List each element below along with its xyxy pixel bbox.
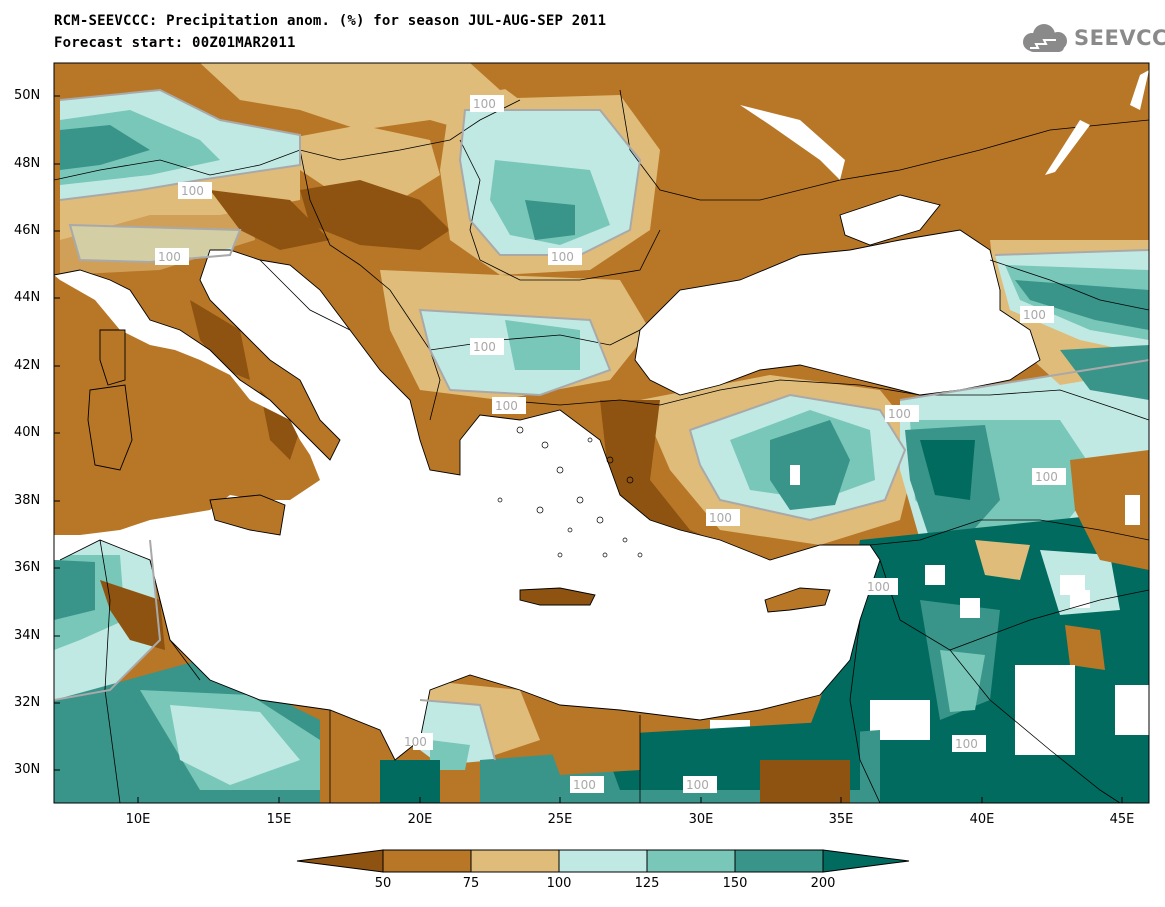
colorbar-swatch-50-75 [382, 849, 472, 873]
contour-label: 100 [1035, 470, 1058, 484]
sea-azov [840, 195, 940, 245]
anomaly-field-algeria-150 [54, 560, 95, 620]
lon-label: 10E [125, 812, 151, 827]
colorbar [296, 849, 910, 873]
seevccc-logo-text: SEEVCCC [1074, 26, 1165, 50]
lon-label: 25E [547, 812, 573, 827]
anomaly-field-sahara-100 [170, 705, 300, 785]
contour-label: 100 [867, 580, 890, 594]
missing-data-cells [54, 465, 1149, 803]
anomaly-field-romania-150 [525, 200, 575, 240]
lon-label: 15E [266, 812, 292, 827]
anomaly-field-levant-light [975, 540, 1030, 580]
contour-label: 100 [404, 735, 427, 749]
contour-label: 100 [181, 184, 204, 198]
colorbar-swatch-below-50 [296, 849, 384, 873]
island-corsica [100, 330, 125, 385]
colorbar-swatch-100-125 [558, 849, 648, 873]
country-borders [54, 89, 1149, 803]
anomaly-field-light-center [280, 125, 440, 200]
contour-label: 100 [709, 511, 732, 525]
anomaly-field-caucasus-150 [1015, 280, 1149, 330]
anomaly-field-bulgaria-125 [505, 320, 580, 370]
lat-label: 32N [14, 695, 41, 710]
anomaly-field-italy-dark-3 [210, 190, 330, 250]
axis-ticks [54, 95, 1123, 803]
lat-label: 46N [14, 223, 41, 238]
lat-label: 44N [14, 290, 41, 305]
colorbar-swatch-above-200 [822, 849, 910, 873]
anomaly-field-alps-150 [60, 125, 150, 170]
colorbar-label: 125 [634, 876, 660, 891]
colorbar-label: 100 [546, 876, 572, 891]
aegean-islands [497, 426, 643, 558]
lat-label: 40N [14, 425, 41, 440]
forecast-start: Forecast start: 00Z01MAR2011 [54, 35, 296, 51]
contour-label: 100 [573, 778, 596, 792]
anomaly-field-gulf-200 [380, 760, 440, 803]
anomaly-field-caspian-150 [1060, 345, 1149, 400]
contour-label: 100 [495, 399, 518, 413]
anomaly-field-anatolia-150 [770, 420, 850, 510]
colorbar-label: 150 [722, 876, 748, 891]
colorbar-label: 200 [810, 876, 836, 891]
lon-label: 45E [1109, 812, 1135, 827]
lon-label: 40E [969, 812, 995, 827]
colorbar-swatch-125-150 [646, 849, 736, 873]
contour-label: 100 [551, 250, 574, 264]
lat-label: 34N [14, 628, 41, 643]
anomaly-field-italy-dark [190, 300, 250, 380]
island-crete [520, 588, 595, 605]
lat-label: 42N [14, 358, 41, 373]
contour-label: 100 [473, 340, 496, 354]
lon-label: 30E [688, 812, 714, 827]
lat-label: 48N [14, 156, 41, 171]
anomaly-field-cyrenaica-dark [540, 715, 640, 775]
island-cyprus [765, 588, 830, 612]
cloud-icon [1023, 24, 1067, 52]
contour-labels: 100 100 100 100 100 100 100 100 100 100 … [155, 95, 1066, 793]
colorbar-swatch-150-200 [734, 849, 824, 873]
contour-label: 100 [158, 250, 181, 264]
contour-label: 100 [686, 778, 709, 792]
contour-label: 100 [473, 97, 496, 111]
anomaly-field-egypt-dark [760, 760, 850, 803]
island-sicily [210, 495, 285, 535]
contour-label: 100 [1023, 308, 1046, 322]
colorbar-swatch-75-100 [470, 849, 560, 873]
sea-mediterranean [54, 250, 880, 760]
anomaly-field-light-north [200, 63, 520, 140]
anomaly-field-dark-hungary [300, 180, 450, 250]
anomaly-field-dark-north [470, 63, 640, 90]
island-sardinia [88, 385, 132, 470]
contour-label: 100 [888, 407, 911, 421]
lon-label: 35E [828, 812, 854, 827]
anomaly-field-levant-125 [940, 650, 985, 712]
coastlines [54, 194, 1041, 761]
lat-label: 36N [14, 560, 41, 575]
anomaly-field-east-200 [920, 440, 975, 500]
sea-black-sea [635, 230, 1040, 395]
contour-lines-100 [54, 88, 1149, 761]
anomaly-field-tunisia-dark [100, 580, 165, 650]
colorbar-label: 75 [462, 876, 480, 891]
anomaly-field-po-light [60, 200, 255, 275]
map-title: RCM-SEEVCCC: Precipitation anom. (%) for… [54, 13, 607, 29]
colorbar-label: 50 [374, 876, 392, 891]
seevccc-logo [1023, 24, 1067, 52]
lat-label: 30N [14, 762, 41, 777]
anomaly-field-persia-dark [1070, 450, 1149, 570]
anomaly-field-iraq-dark [1065, 625, 1105, 670]
lat-label: 50N [14, 88, 41, 103]
contour-label: 100 [955, 737, 978, 751]
lat-label: 38N [14, 493, 41, 508]
lon-label: 20E [407, 812, 433, 827]
